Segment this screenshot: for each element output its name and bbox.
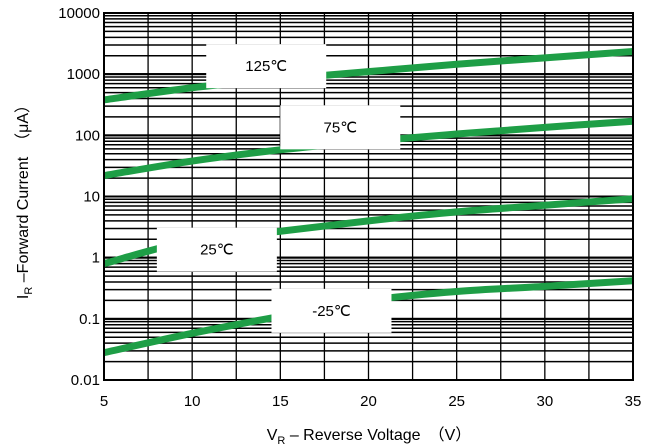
series-label-0: 125℃	[245, 58, 287, 75]
y-tick-label: 100	[75, 127, 100, 144]
series-labels: 125℃ 75℃ 25℃ -25℃	[156, 44, 401, 333]
series-label-3: -25℃	[312, 303, 351, 320]
y-tick-label: 1000	[67, 66, 100, 83]
x-tick-label: 20	[360, 393, 377, 410]
series-label-box-3	[271, 288, 392, 333]
x-tick-label: 10	[184, 393, 201, 410]
x-tick-label: 25	[448, 393, 465, 410]
series-label-box-1	[280, 105, 401, 150]
y-tick-label: 10	[83, 189, 100, 206]
y-tick-label: 0.1	[79, 311, 100, 328]
series-label-box-0	[206, 44, 327, 89]
y-tick-label: 10000	[58, 5, 100, 22]
x-tick-label: 30	[536, 393, 553, 410]
y-tick-label: 0.01	[71, 372, 100, 389]
x-axis-title: VR – Reverse Voltage （V）	[267, 426, 472, 447]
series-label-box-2	[156, 227, 277, 272]
x-tick-label: 15	[272, 393, 289, 410]
plot-frame	[103, 12, 634, 381]
tick-labels: 5 10 15 20 25 30 35 0.01 0.1 1 10 100 1000 10000	[58, 5, 641, 410]
series-label-1: 75℃	[324, 119, 358, 136]
x-tick-label: 5	[100, 393, 108, 410]
y-tick-label: 1	[92, 250, 100, 267]
x-tick-label: 35	[625, 393, 642, 410]
series-label-2: 25℃	[200, 242, 234, 259]
series-line-0	[103, 47, 634, 104]
y-axis-title: IR –Forward Current （μA）	[14, 97, 35, 299]
